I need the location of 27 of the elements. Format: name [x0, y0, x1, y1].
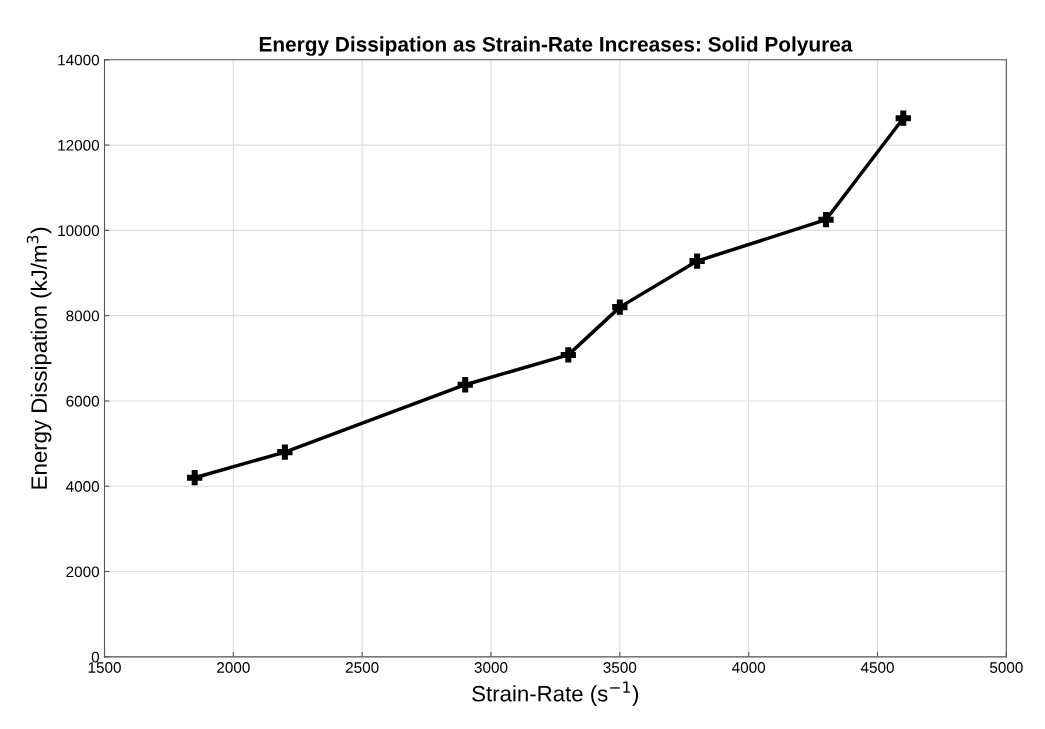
- point: [277, 444, 293, 460]
- x-tick-label: 4500: [860, 662, 894, 673]
- y-tick-label: 0: [91, 651, 100, 663]
- point: [560, 347, 576, 363]
- y-tick-label: 14000: [58, 54, 100, 66]
- x-tick-label: 2000: [217, 662, 250, 673]
- x-tick-label: 3000: [474, 662, 508, 673]
- y-tick-label: 12000: [58, 139, 100, 151]
- y-tick-label: 2000: [66, 566, 100, 578]
- point: [689, 253, 705, 269]
- x-tick-label: 4000: [732, 662, 766, 673]
- x-tick-label: 5000: [989, 662, 1023, 673]
- x-tick-label: 2500: [345, 662, 379, 673]
- y-tick-label: 6000: [66, 395, 100, 407]
- y-tick-label: 4000: [66, 481, 100, 492]
- x-tick-label: 1500: [88, 662, 121, 673]
- point: [457, 377, 473, 393]
- point: [818, 212, 834, 228]
- chart-title: Energy Dissipation as Strain-Rate Increases: Solid Polyurea: [259, 36, 853, 56]
- x-axis-title: Strain-Rate (s$^{−1}$): [472, 681, 639, 706]
- y-tick-label: 10000: [58, 225, 100, 237]
- y-axis-title: Energy Dissipation (kJ/m$^{3}$): [26, 227, 52, 489]
- point: [612, 299, 628, 315]
- point: [187, 470, 203, 486]
- point: [895, 110, 911, 126]
- x-tick-label: 3500: [603, 662, 637, 673]
- y-tick-label: 8000: [66, 310, 100, 322]
